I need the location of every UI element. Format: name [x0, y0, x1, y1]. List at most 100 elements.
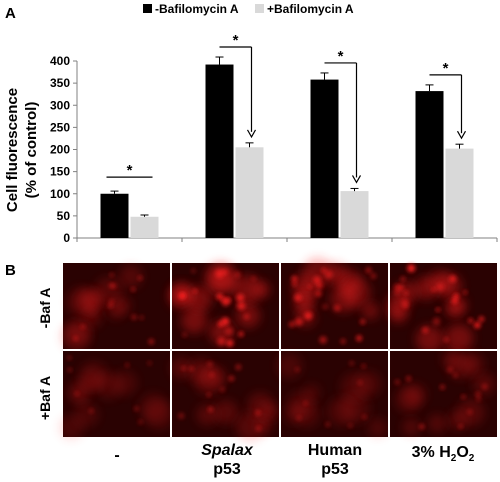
- fluorescent-punctum: [234, 271, 241, 278]
- significance-arrowhead: [246, 129, 257, 139]
- cell-body: [186, 285, 213, 312]
- y-tick-label: 0: [63, 231, 70, 245]
- bar-minus-baf: [415, 91, 444, 238]
- bar-minus-baf: [310, 79, 339, 239]
- fluorescent-punctum: [220, 387, 225, 392]
- fluorescent-punctum: [357, 380, 363, 385]
- cell-body: [402, 418, 420, 436]
- y-tick-label: 150: [50, 165, 70, 179]
- legend-swatch-off: [143, 4, 152, 13]
- fluorescent-punctum: [397, 284, 404, 291]
- fluorescent-punctum: [294, 293, 302, 302]
- y-tick-label: 250: [50, 120, 70, 134]
- fluorescent-punctum: [458, 424, 463, 429]
- fluorescent-punctum: [362, 414, 367, 420]
- fluorescent-punctum: [407, 264, 416, 273]
- panel-label-a: A: [5, 5, 16, 22]
- fluorescent-punctum: [256, 426, 261, 431]
- cell-body: [325, 262, 347, 285]
- fluorescent-punctum: [478, 316, 485, 322]
- fluorescent-punctum: [134, 406, 139, 412]
- fluorescent-punctum: [193, 289, 198, 294]
- column-labels: - Spalax p53 Human p53 3% H2O2: [114, 442, 474, 478]
- cell-body: [368, 418, 388, 438]
- fluorescent-punctum: [461, 394, 466, 399]
- fluorescent-punctum: [228, 375, 235, 382]
- cell-body: [404, 383, 426, 406]
- fluorescent-punctum: [432, 317, 441, 326]
- legend-label-on: +Bafilomycin A: [267, 2, 354, 16]
- legend-swatch-on: [255, 4, 264, 13]
- fluorescent-punctum: [189, 366, 194, 371]
- significance-star: *: [127, 162, 133, 179]
- bar-minus-baf: [100, 193, 129, 238]
- micrograph-grid: [58, 257, 497, 442]
- fluorescent-punctum: [304, 311, 313, 320]
- fluorescent-punctum: [333, 304, 341, 312]
- fluorescent-punctum: [440, 384, 445, 390]
- bar-minus-baf: [205, 64, 234, 238]
- row-label-minus-baf: -Baf A: [37, 288, 53, 329]
- bar-plus-baf: [445, 148, 474, 238]
- cell-body: [58, 415, 84, 440]
- cell-body: [447, 352, 475, 379]
- cell-body: [209, 266, 237, 294]
- fluorescent-punctum: [108, 303, 113, 309]
- y-axis-title: Cell fluorescence (% of control): [4, 88, 40, 212]
- significance-arrowhead: [456, 130, 467, 140]
- fluorescent-punctum: [73, 336, 78, 341]
- fluorescent-punctum: [422, 326, 429, 334]
- micrograph-cells: [394, 349, 495, 436]
- fluorescent-punctum: [349, 360, 355, 366]
- fluorescent-punctum: [80, 324, 86, 330]
- fluorescent-punctum: [178, 292, 186, 300]
- fluorescent-punctum: [295, 367, 300, 372]
- y-tick-label: 100: [50, 187, 70, 201]
- cell-body: [340, 372, 369, 401]
- fluorescent-punctum: [475, 391, 481, 398]
- fluorescent-punctum: [89, 408, 94, 414]
- bar-plus-baf: [130, 216, 159, 238]
- fluorescent-punctum: [436, 283, 444, 291]
- fluorescent-punctum: [221, 297, 230, 306]
- bar-chart: 0 50 100 150 200 250 300 350 400 * * * *: [50, 32, 498, 245]
- cell-body: [181, 307, 207, 334]
- fluorescent-punctum: [435, 307, 441, 312]
- micrograph-cells: [171, 357, 280, 442]
- cell-body: [414, 276, 438, 300]
- fluorescent-punctum: [111, 283, 117, 289]
- fluorescent-punctum: [109, 272, 114, 277]
- fluorescent-punctum: [360, 319, 366, 325]
- fluorescent-punctum: [131, 287, 136, 292]
- fluorescent-punctum: [449, 275, 457, 283]
- fluorescent-punctum: [313, 276, 322, 285]
- legend-label-off: -Bafilomycin A: [155, 2, 239, 16]
- cell-body: [235, 412, 265, 442]
- cell-body: [427, 414, 447, 433]
- cell-body: [76, 288, 101, 313]
- fluorescent-punctum: [453, 293, 459, 299]
- cell-body: [78, 361, 109, 391]
- y-tick-label: 350: [50, 76, 70, 90]
- fluorescent-punctum: [403, 290, 409, 296]
- significance-star: *: [338, 48, 344, 65]
- micrograph-cells: [277, 353, 388, 438]
- fluorescent-punctum: [324, 270, 333, 279]
- micrograph-cells: [60, 264, 155, 352]
- fluorescent-punctum: [182, 332, 187, 338]
- legend: -Bafilomycin A +Bafilomycin A: [143, 2, 354, 16]
- cell-body: [340, 393, 370, 424]
- cell-body: [171, 357, 192, 379]
- fluorescent-punctum: [67, 355, 72, 360]
- fluorescent-punctum: [467, 409, 473, 415]
- y-tick-label: 50: [57, 209, 71, 223]
- fluorescent-punctum: [473, 321, 481, 329]
- fluorescent-punctum: [138, 419, 143, 425]
- fluorescent-punctum: [400, 276, 406, 282]
- fluorescent-punctum: [361, 364, 366, 369]
- fluorescent-punctum: [217, 337, 226, 346]
- fluorescent-punctum: [451, 297, 458, 304]
- fluorescent-punctum: [481, 383, 488, 390]
- fluorescent-punctum: [125, 362, 130, 368]
- fluorescent-punctum: [148, 338, 155, 345]
